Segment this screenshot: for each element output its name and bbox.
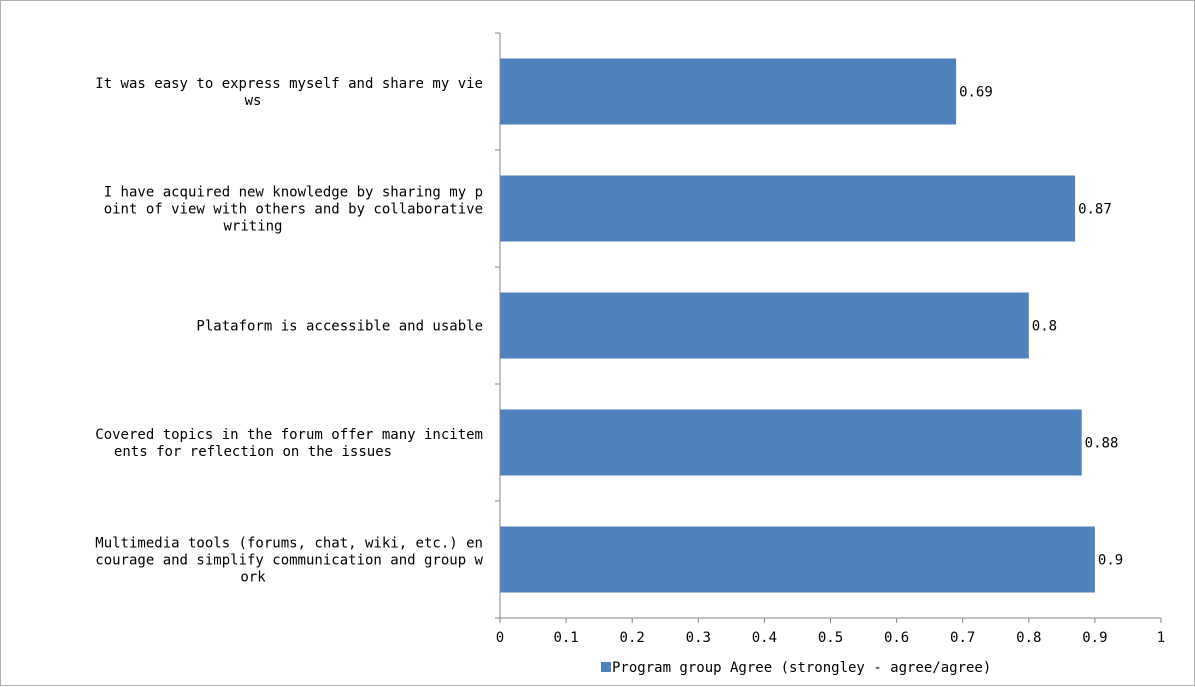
x-tick-label-3: 0.3 xyxy=(686,630,711,646)
x-tick-label-8: 0.8 xyxy=(1016,630,1041,646)
bar-1 xyxy=(500,176,1075,242)
x-tick-label-10: 1 xyxy=(1157,630,1165,646)
category-label-3-1: ents for reflection on the issues xyxy=(114,444,392,460)
x-tick-label-7: 0.7 xyxy=(950,630,975,646)
data-label-4: 0.9 xyxy=(1098,553,1123,569)
category-label-0-0: It was easy to express myself and share … xyxy=(95,76,483,92)
bar-2 xyxy=(500,293,1029,359)
x-tick-label-9: 0.9 xyxy=(1082,630,1107,646)
category-label-3-0: Covered topics in the forum offer many i… xyxy=(95,427,483,443)
x-tick-label-0: 0 xyxy=(496,630,504,646)
bar-3 xyxy=(500,410,1082,476)
x-tick-label-1: 0.1 xyxy=(553,630,578,646)
data-label-0: 0.69 xyxy=(959,85,993,101)
category-label-2-0: Plataform is accessible and usable xyxy=(196,319,483,335)
legend-label: Program group Agree (strongley - agree/a… xyxy=(612,660,991,676)
category-label-1-2: writing xyxy=(223,219,282,235)
category-label-4-0: Multimedia tools (forums, chat, wiki, et… xyxy=(95,536,483,552)
x-tick-label-4: 0.4 xyxy=(752,630,777,646)
data-label-3: 0.88 xyxy=(1085,436,1119,452)
x-tick-label-5: 0.5 xyxy=(818,630,843,646)
x-tick-label-2: 0.2 xyxy=(620,630,645,646)
category-label-0-1: ws xyxy=(245,93,262,109)
x-tick-label-6: 0.6 xyxy=(884,630,909,646)
bar-0 xyxy=(500,59,956,125)
category-label-1-1: oint of view with others and by collabor… xyxy=(104,202,483,218)
legend-swatch xyxy=(601,662,611,672)
category-label-1-0: I have acquired new knowledge by sharing… xyxy=(104,185,483,201)
data-label-1: 0.87 xyxy=(1078,202,1112,218)
category-label-4-2: ork xyxy=(240,570,266,586)
bar-4 xyxy=(500,527,1095,593)
category-label-4-1: courage and simplify communication and g… xyxy=(95,553,483,569)
data-label-2: 0.8 xyxy=(1032,319,1057,335)
